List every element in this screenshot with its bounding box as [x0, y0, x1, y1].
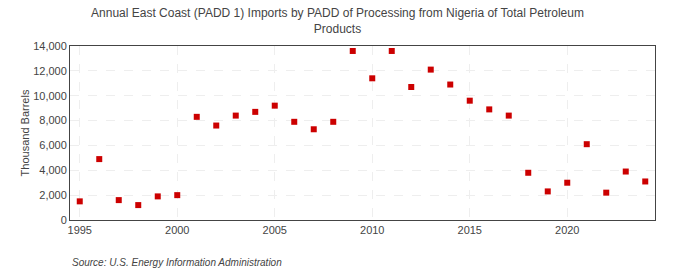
svg-text:2000: 2000 [165, 224, 189, 236]
svg-text:4,000: 4,000 [39, 164, 67, 176]
svg-text:2015: 2015 [458, 224, 482, 236]
svg-text:0: 0 [61, 214, 67, 226]
svg-text:12,000: 12,000 [33, 65, 67, 77]
svg-text:Source: U.S. Energy Informatio: Source: U.S. Energy Information Administ… [72, 257, 282, 268]
svg-text:2,000: 2,000 [39, 189, 67, 201]
svg-text:2020: 2020 [555, 224, 579, 236]
svg-text:1995: 1995 [68, 224, 92, 236]
svg-text:8,000: 8,000 [39, 114, 67, 126]
svg-text:Annual East Coast (PADD 1) Imp: Annual East Coast (PADD 1) Imports by PA… [91, 6, 584, 36]
svg-text:10,000: 10,000 [33, 90, 67, 102]
svg-text:2005: 2005 [263, 224, 287, 236]
svg-text:14,000: 14,000 [33, 40, 67, 52]
svg-text:Thousand Barrels: Thousand Barrels [19, 89, 31, 176]
svg-text:2010: 2010 [360, 224, 384, 236]
svg-text:6,000: 6,000 [39, 139, 67, 151]
